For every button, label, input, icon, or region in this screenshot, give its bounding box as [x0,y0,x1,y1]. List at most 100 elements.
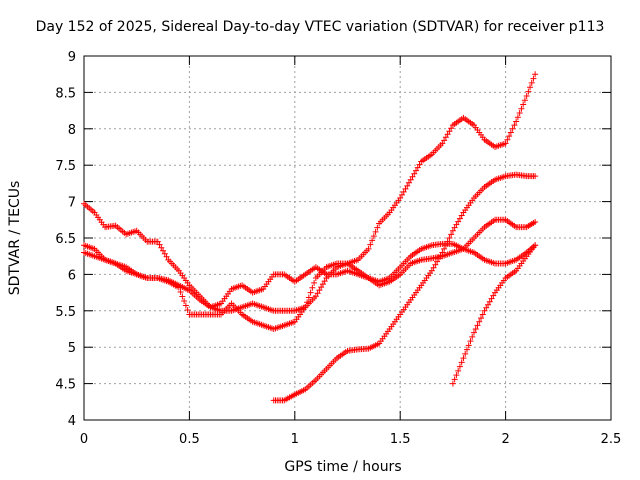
data-point [400,188,407,195]
data-point [470,329,477,336]
data-point [307,289,314,296]
series-s3 [81,71,539,332]
data-point [411,170,418,177]
x-tick-label: 1.5 [390,432,411,447]
data-point [372,228,379,235]
y-tick-label: 7.5 [55,159,76,174]
data-point [469,333,476,340]
data-point [430,264,437,271]
data-point [451,376,458,383]
data-point [506,133,513,140]
y-tick-label: 4 [68,414,76,429]
data-point [316,287,323,294]
data-point [456,215,463,222]
data-point [175,284,182,291]
data-point [318,284,325,291]
data-point [444,131,451,138]
data-point [448,231,455,238]
data-point [463,346,470,353]
data-point [530,75,537,82]
data-point [370,233,377,240]
data-point [532,218,539,225]
x-axis-label: GPS time / hours [284,459,401,475]
data-point [441,245,448,252]
grid-lines [84,56,611,420]
data-point [518,105,525,112]
x-tick-label: 2 [501,432,509,447]
data-point [504,136,511,143]
data-point [409,173,416,180]
data-point [455,218,462,225]
data-point [479,311,486,318]
data-point [437,252,444,259]
data-point [476,318,483,325]
data-point [520,101,527,108]
plot-border [83,55,612,421]
data-point [472,326,479,332]
data-point [456,363,463,370]
data-point [312,293,319,300]
data-point [177,288,184,295]
data-point [442,134,449,141]
data-point [397,194,404,201]
data-point [458,212,465,219]
series-s4 [270,171,539,404]
data-point [319,281,326,288]
y-tick-label: 7 [68,196,76,211]
data-point [442,242,449,249]
data-point [161,250,168,257]
data-point [467,338,474,345]
data-point [532,242,539,249]
data-point [507,129,514,136]
chart-title: Day 152 of 2025, Sidereal Day-to-day VTE… [35,19,605,35]
data-point [432,261,439,268]
x-tick-label: 2.5 [601,432,622,447]
y-tick-label: 5 [68,341,76,356]
data-point [407,176,414,183]
data-point [405,179,412,186]
y-tick-label: 5.5 [55,305,76,320]
data-point [453,221,460,228]
data-point [458,359,465,366]
data-point [374,224,381,231]
data-point [532,173,539,180]
data-point [481,307,488,314]
data-point [321,278,328,285]
data-point [154,238,161,245]
data-point [367,241,374,248]
data-point [514,114,521,121]
data-point [413,167,420,174]
data-point [314,290,321,297]
data-point [184,306,191,313]
y-tick-label: 9 [68,50,76,65]
data-point [446,235,453,241]
data-point [449,380,456,387]
y-axis-label: SDTVAR / TECUs [7,181,23,296]
data-point [511,122,518,129]
axis-ticks: 4 4.5 5 5.5 6 6.5 7 7.5 8 8.5 9 0 0.5 1 1.5 2 2.5 [55,50,621,447]
y-tick-label: 6.5 [55,232,76,247]
data-point [516,110,523,117]
data-point [523,93,530,100]
data-point [485,301,492,308]
data-point [439,249,446,256]
data-point [434,258,441,265]
data-point [478,315,485,322]
data-point [486,298,493,305]
x-tick-label: 1 [291,432,299,447]
x-tick-label: 0.5 [179,432,200,447]
data-point [398,191,405,198]
data-point [369,237,376,244]
data-point [163,253,170,260]
data-point [525,88,532,95]
data-point [179,293,186,300]
data-point [460,355,467,362]
data-point [311,279,318,286]
data-point [181,297,188,304]
data-point [365,245,372,252]
data-point [488,295,495,302]
y-tick-label: 6 [68,268,76,283]
data-point [309,284,316,291]
data-point [158,244,165,251]
